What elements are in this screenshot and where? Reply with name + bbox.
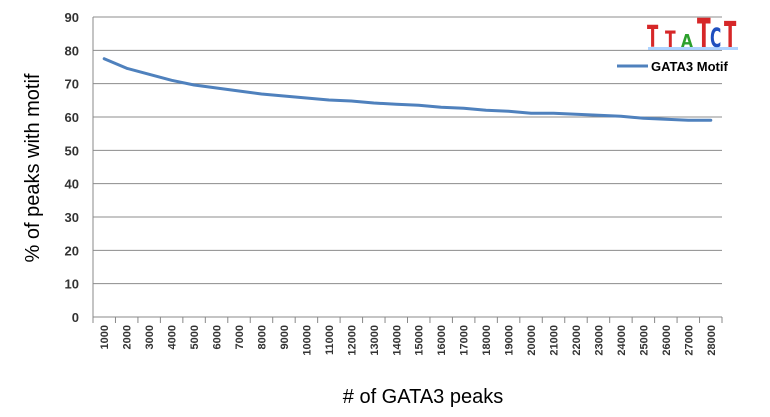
y-tick-label: 80 <box>65 43 79 58</box>
x-tick-label: 28000 <box>706 325 718 356</box>
motif-logo-letter-3: A <box>681 31 693 51</box>
y-tick-label: 20 <box>65 243 79 258</box>
y-tick-label: 50 <box>65 143 79 158</box>
series-line-gata3-motif <box>102 57 713 122</box>
x-tick-label: 12000 <box>346 325 358 356</box>
legend-label: GATA3 Motif <box>651 59 728 74</box>
y-tick-label: 40 <box>65 177 79 192</box>
x-tick-label: 20000 <box>526 325 538 356</box>
x-tick-label: 14000 <box>391 325 403 356</box>
x-tick-label: 24000 <box>616 325 628 356</box>
motif-logo-letter-4: T <box>697 12 711 58</box>
x-tick-label: 6000 <box>212 325 224 349</box>
legend: GATA3 Motif <box>617 59 728 74</box>
x-tick-label: 19000 <box>504 325 516 356</box>
series-layer <box>102 57 713 122</box>
x-tick-label: 23000 <box>593 325 605 356</box>
x-tick-label: 11000 <box>324 325 336 355</box>
y-tick-label: 10 <box>65 277 79 292</box>
x-tick-label: 1000 <box>99 325 111 349</box>
y-tick-label: 90 <box>65 10 79 25</box>
x-tick-label: 5000 <box>189 325 201 349</box>
x-tick-label: 2000 <box>122 325 134 349</box>
x-tick-label: 8000 <box>256 325 268 349</box>
x-tick-label: 15000 <box>414 325 426 356</box>
motif-logo-image: T T A T C T <box>647 12 738 58</box>
x-tick-label: 17000 <box>459 325 471 356</box>
y-tick-label: 0 <box>72 310 79 325</box>
motif-logo-letter-1: T <box>647 20 659 55</box>
y-tick-label: 30 <box>65 210 79 225</box>
x-tick-label: 26000 <box>661 325 673 356</box>
x-tick-label: 10000 <box>301 325 313 356</box>
x-tick-label: 21000 <box>549 325 561 356</box>
motif-logo-letter-5: C <box>710 24 721 55</box>
x-tick-label: 22000 <box>571 325 583 356</box>
y-tick-label: 60 <box>65 110 79 125</box>
x-tick-label: 18000 <box>481 325 493 356</box>
x-tick-label: 25000 <box>638 325 650 356</box>
motif-logo-letter-6: T <box>724 14 737 56</box>
x-tick-label: 4000 <box>167 325 179 349</box>
y-tick-labels: 0 10 20 30 40 50 60 70 80 90 <box>65 10 79 325</box>
y-axis-title: % of peaks with motif <box>22 73 44 262</box>
motif-logo-letter-2: T <box>665 26 676 53</box>
x-tick-label: 16000 <box>436 325 448 356</box>
motif-logo-baseline <box>648 47 738 50</box>
x-axis-title: # of GATA3 peaks <box>343 386 503 408</box>
y-tick-label: 70 <box>65 77 79 92</box>
x-tick-labels: 1000 2000 3000 4000 5000 6000 7000 8000 9000 1000… <box>99 325 718 356</box>
x-tick-label: 3000 <box>144 325 156 349</box>
grid-lines <box>92 16 723 323</box>
x-tick-label: 9000 <box>279 325 291 349</box>
x-tick-label: 7000 <box>234 325 246 349</box>
x-tick-label: 13000 <box>369 325 381 356</box>
x-tick-label: 27000 <box>683 325 695 356</box>
